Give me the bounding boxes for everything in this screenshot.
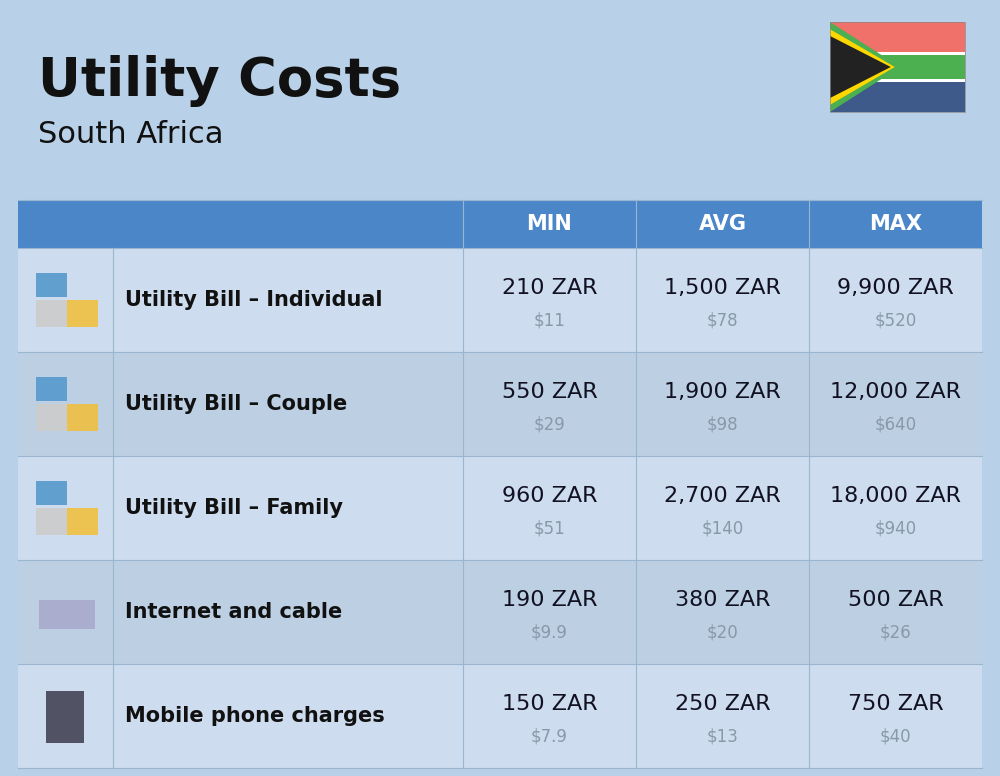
Text: MIN: MIN bbox=[527, 214, 572, 234]
Bar bbox=[830, 82, 965, 112]
Bar bbox=[38, 601, 94, 629]
Bar bbox=[18, 560, 982, 664]
Bar bbox=[18, 352, 982, 456]
Bar bbox=[67, 508, 98, 535]
Text: Internet and cable: Internet and cable bbox=[125, 602, 342, 622]
Bar bbox=[18, 200, 463, 248]
Text: South Africa: South Africa bbox=[38, 120, 224, 149]
Text: 2,700 ZAR: 2,700 ZAR bbox=[664, 486, 781, 505]
Text: $20: $20 bbox=[707, 624, 738, 642]
Text: Mobile phone charges: Mobile phone charges bbox=[125, 706, 385, 726]
Bar bbox=[18, 456, 982, 560]
Text: $78: $78 bbox=[707, 312, 738, 330]
Text: 380 ZAR: 380 ZAR bbox=[675, 590, 770, 609]
Bar bbox=[36, 404, 67, 431]
Bar bbox=[830, 22, 965, 112]
Bar bbox=[36, 508, 67, 535]
Bar bbox=[36, 481, 67, 505]
Text: 18,000 ZAR: 18,000 ZAR bbox=[830, 486, 961, 505]
Text: $51: $51 bbox=[534, 520, 565, 538]
Text: 960 ZAR: 960 ZAR bbox=[502, 486, 597, 505]
Text: $7.9: $7.9 bbox=[531, 728, 568, 746]
Text: $29: $29 bbox=[534, 416, 565, 434]
Bar bbox=[36, 300, 67, 327]
Text: $11: $11 bbox=[534, 312, 565, 330]
Text: 150 ZAR: 150 ZAR bbox=[502, 694, 597, 713]
Text: 550 ZAR: 550 ZAR bbox=[502, 382, 597, 401]
Bar bbox=[830, 52, 965, 55]
Text: $940: $940 bbox=[874, 520, 917, 538]
Bar bbox=[18, 248, 982, 352]
Text: 1,900 ZAR: 1,900 ZAR bbox=[664, 382, 781, 401]
Bar bbox=[46, 691, 84, 743]
Text: Utility Bill – Family: Utility Bill – Family bbox=[125, 498, 343, 518]
Bar bbox=[830, 55, 965, 78]
Text: $13: $13 bbox=[707, 728, 738, 746]
Bar bbox=[830, 78, 965, 82]
Text: 210 ZAR: 210 ZAR bbox=[502, 278, 597, 297]
Text: 750 ZAR: 750 ZAR bbox=[848, 694, 943, 713]
Text: AVG: AVG bbox=[698, 214, 746, 234]
Text: MAX: MAX bbox=[869, 214, 922, 234]
Text: $140: $140 bbox=[701, 520, 744, 538]
Text: $9.9: $9.9 bbox=[531, 624, 568, 642]
Text: 190 ZAR: 190 ZAR bbox=[502, 590, 597, 609]
Text: 1,500 ZAR: 1,500 ZAR bbox=[664, 278, 781, 297]
Bar bbox=[67, 404, 98, 431]
Text: 9,900 ZAR: 9,900 ZAR bbox=[837, 278, 954, 297]
Bar bbox=[67, 300, 98, 327]
Polygon shape bbox=[830, 29, 895, 105]
Polygon shape bbox=[830, 36, 891, 98]
Bar bbox=[830, 22, 965, 52]
Polygon shape bbox=[830, 22, 900, 112]
Text: Utility Bill – Individual: Utility Bill – Individual bbox=[125, 290, 382, 310]
Text: $98: $98 bbox=[707, 416, 738, 434]
Bar bbox=[36, 377, 67, 401]
Text: Utility Bill – Couple: Utility Bill – Couple bbox=[125, 394, 347, 414]
Text: $40: $40 bbox=[880, 728, 911, 746]
Bar bbox=[463, 200, 982, 248]
Bar bbox=[36, 273, 67, 297]
Text: 12,000 ZAR: 12,000 ZAR bbox=[830, 382, 961, 401]
Text: $26: $26 bbox=[880, 624, 911, 642]
Text: $520: $520 bbox=[874, 312, 917, 330]
Text: 500 ZAR: 500 ZAR bbox=[848, 590, 943, 609]
Text: 250 ZAR: 250 ZAR bbox=[675, 694, 770, 713]
Text: Utility Costs: Utility Costs bbox=[38, 55, 401, 107]
Text: $640: $640 bbox=[874, 416, 917, 434]
Bar bbox=[18, 664, 982, 768]
